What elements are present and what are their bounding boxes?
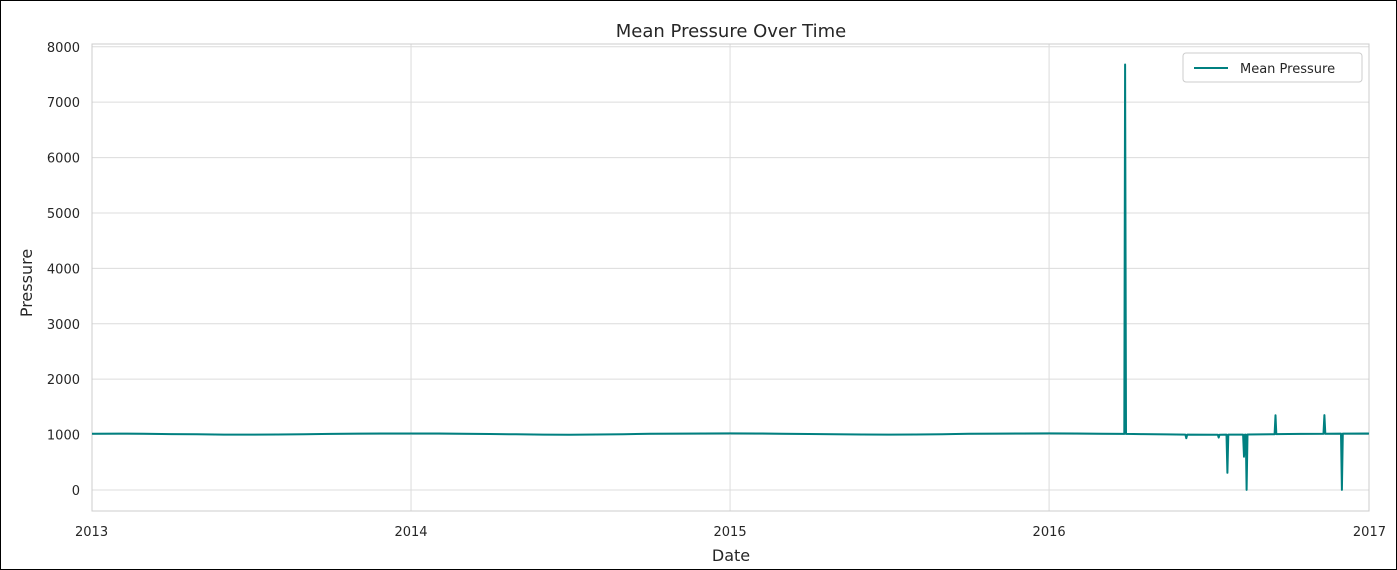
y-tick-label: 1000 <box>47 429 80 444</box>
legend-box <box>1182 52 1363 83</box>
y-tick-label: 7000 <box>47 96 80 111</box>
series-line-mean-pressure <box>91 63 1370 491</box>
x-axis-label: Date <box>712 546 750 565</box>
legend: Mean Pressure <box>1182 52 1363 83</box>
y-tick-label: 5000 <box>47 207 80 222</box>
y-tick-label: 2000 <box>47 373 80 388</box>
legend-label-mean-pressure: Mean Pressure <box>1240 62 1335 77</box>
y-tick-label: 0 <box>72 484 80 499</box>
y-tick-label: 8000 <box>47 41 80 56</box>
x-tick-label: 2015 <box>714 525 747 540</box>
x-tick-label: 2016 <box>1033 525 1066 540</box>
x-tick-label: 2014 <box>394 525 427 540</box>
plot-area-border <box>91 43 1370 512</box>
y-tick-labels: 0 1000 2000 3000 4000 5000 6000 7000 8000 <box>47 41 80 499</box>
y-tick-label: 6000 <box>47 152 80 167</box>
y-tick-label: 4000 <box>47 262 80 277</box>
x-tick-label: 2017 <box>1353 525 1386 540</box>
x-tick-labels: 2013 2014 2015 2016 2017 <box>75 525 1386 540</box>
y-tick-label: 3000 <box>47 318 80 333</box>
chart-title: Mean Pressure Over Time <box>616 21 846 42</box>
grid-lines <box>91 44 1370 511</box>
y-axis-label: Pressure <box>17 249 36 317</box>
x-tick-label: 2013 <box>75 525 108 540</box>
